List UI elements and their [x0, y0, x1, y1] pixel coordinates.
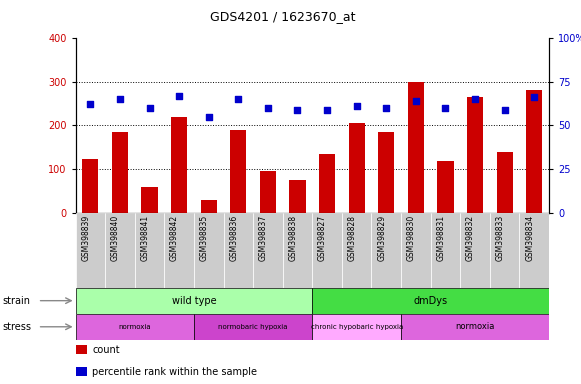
Bar [76, 213, 105, 288]
Bar [289, 180, 306, 213]
Bar [76, 345, 87, 354]
Text: GSM398832: GSM398832 [466, 215, 475, 261]
Bar [76, 367, 87, 376]
Point [263, 105, 272, 111]
Bar [497, 152, 513, 213]
Bar [519, 213, 549, 288]
Text: percentile rank within the sample: percentile rank within the sample [92, 367, 257, 377]
Point [293, 107, 302, 113]
Bar [349, 123, 365, 213]
Text: normoxia: normoxia [456, 322, 495, 331]
Bar [224, 213, 253, 288]
Point [322, 107, 332, 113]
Point [500, 107, 510, 113]
Text: GSM398830: GSM398830 [407, 215, 416, 261]
Text: stress: stress [3, 322, 32, 332]
Bar [283, 213, 313, 288]
Text: GSM398835: GSM398835 [200, 215, 209, 261]
Bar [194, 213, 224, 288]
Point [234, 96, 243, 102]
Point [382, 105, 391, 111]
Bar [371, 213, 401, 288]
Text: GSM398833: GSM398833 [496, 215, 505, 261]
Text: GSM398842: GSM398842 [170, 215, 179, 261]
Bar [408, 82, 424, 213]
Bar [342, 213, 371, 288]
Text: GSM398834: GSM398834 [525, 215, 535, 261]
Bar [526, 90, 543, 213]
Point [174, 93, 184, 99]
Text: GSM398839: GSM398839 [81, 215, 90, 261]
Text: normobaric hypoxia: normobaric hypoxia [218, 324, 288, 330]
Bar [76, 288, 313, 314]
Bar [401, 213, 431, 288]
Bar [230, 130, 246, 213]
Bar [467, 97, 483, 213]
Bar [82, 159, 98, 213]
Text: dmDys: dmDys [414, 296, 448, 306]
Bar [194, 314, 313, 340]
Bar [490, 213, 519, 288]
Point [441, 105, 450, 111]
Point [204, 114, 213, 120]
Bar [313, 288, 549, 314]
Text: wild type: wild type [171, 296, 216, 306]
Bar [319, 154, 335, 213]
Bar [105, 213, 135, 288]
Bar [141, 187, 157, 213]
Bar [431, 213, 460, 288]
Text: GSM398836: GSM398836 [229, 215, 238, 261]
Bar [76, 314, 194, 340]
Bar [200, 200, 217, 213]
Point [85, 101, 95, 108]
Point [145, 105, 154, 111]
Bar [135, 213, 164, 288]
Text: GSM398841: GSM398841 [141, 215, 149, 261]
Bar [313, 213, 342, 288]
Text: chronic hypobaric hypoxia: chronic hypobaric hypoxia [311, 324, 403, 330]
Point [530, 94, 539, 101]
Bar [260, 171, 276, 213]
Text: GSM398827: GSM398827 [318, 215, 327, 261]
Text: GDS4201 / 1623670_at: GDS4201 / 1623670_at [210, 10, 356, 23]
Text: GSM398840: GSM398840 [111, 215, 120, 261]
Point [411, 98, 421, 104]
Bar [313, 314, 401, 340]
Bar [171, 117, 187, 213]
Text: GSM398831: GSM398831 [436, 215, 446, 261]
Point [471, 96, 480, 102]
Text: GSM398837: GSM398837 [259, 215, 268, 261]
Text: count: count [92, 344, 120, 354]
Bar [112, 132, 128, 213]
Bar [437, 161, 454, 213]
Point [115, 96, 124, 102]
Text: GSM398828: GSM398828 [347, 215, 357, 261]
Point [352, 103, 361, 109]
Bar [378, 132, 394, 213]
Bar [401, 314, 549, 340]
Bar [164, 213, 194, 288]
Bar [253, 213, 283, 288]
Text: GSM398829: GSM398829 [377, 215, 386, 261]
Text: normoxia: normoxia [119, 324, 151, 330]
Bar [460, 213, 490, 288]
Text: GSM398838: GSM398838 [289, 215, 297, 261]
Text: strain: strain [3, 296, 31, 306]
